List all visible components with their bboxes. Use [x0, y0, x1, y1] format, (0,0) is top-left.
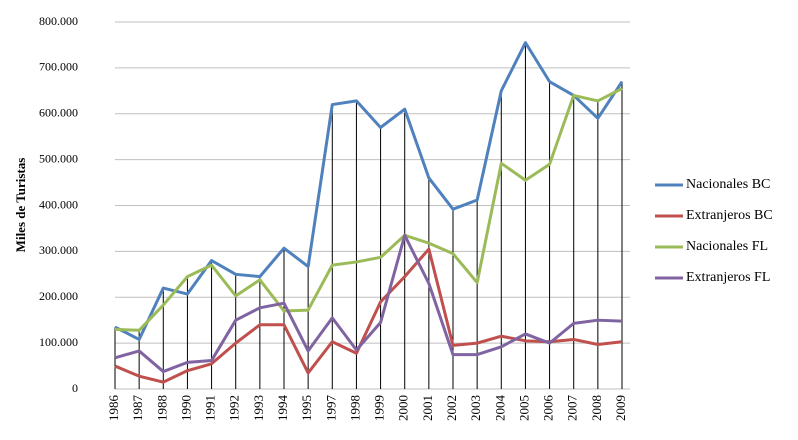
- y-tick-label: 0: [72, 381, 78, 395]
- legend-label: Nacionales BC: [686, 177, 770, 192]
- x-tick-label: 1995: [299, 395, 314, 421]
- y-axis-label: Miles de Turistas: [13, 158, 28, 253]
- x-tick-label: 1991: [203, 395, 218, 421]
- y-tick-label: 500.000: [39, 151, 78, 165]
- legend-label: Extranjeros BC: [686, 208, 773, 223]
- x-tick-label: 2004: [492, 395, 507, 422]
- y-tick-label: 600.000: [39, 106, 78, 120]
- y-tick-label: 100.000: [39, 335, 78, 349]
- x-tick-label: 2005: [516, 395, 531, 421]
- x-tick-label: 2003: [468, 395, 483, 421]
- x-tick-label: 2002: [444, 395, 459, 421]
- y-tick-label: 800.000: [39, 14, 78, 28]
- series-line: [114, 41, 624, 341]
- x-tick-label: 2008: [589, 395, 604, 421]
- x-tick-label: 2000: [396, 395, 411, 421]
- legend-label: Extranjeros FL: [686, 270, 770, 285]
- x-tick-label: 1993: [251, 395, 266, 421]
- x-tick-label: 1992: [227, 395, 242, 421]
- x-tick-label: 1987: [130, 395, 145, 422]
- legend-label: Nacionales FL: [686, 239, 768, 254]
- x-tick-label: 1986: [106, 395, 121, 422]
- y-tick-label: 700.000: [39, 60, 78, 74]
- x-tick-label: 1988: [154, 395, 169, 421]
- y-tick-label: 200.000: [39, 289, 78, 303]
- x-tick-label: 2001: [420, 395, 435, 421]
- y-tick-label: 400.000: [39, 197, 78, 211]
- x-tick-label: 1998: [347, 395, 362, 421]
- x-tick-label: 1997: [323, 395, 338, 422]
- x-tick-label: 1994: [275, 395, 290, 422]
- x-tick-label: 1990: [178, 395, 193, 421]
- series-line: [114, 233, 623, 374]
- y-tick-label: 300.000: [39, 243, 78, 257]
- series-line: [114, 87, 623, 332]
- x-tick-label: 2009: [613, 395, 628, 421]
- series-line: [114, 247, 623, 384]
- x-tick-label: 2006: [541, 395, 556, 422]
- x-tick-label: 2007: [565, 395, 580, 422]
- x-tick-label: 1999: [372, 395, 387, 421]
